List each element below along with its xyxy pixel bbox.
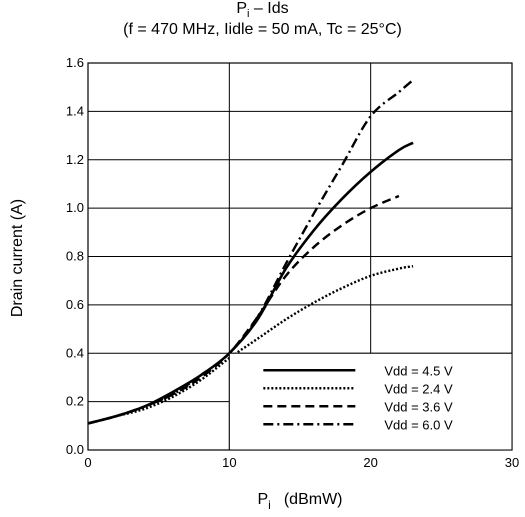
chart-title-sub: i [247,8,250,21]
y-tick-label: 0.0 [66,442,84,457]
legend: Vdd = 4.5 V Vdd = 2.4 V Vdd = 3.6 V Vdd = 6… [228,352,513,451]
series-lines [87,79,414,425]
x-tick-label: 0 [84,455,91,470]
x-tick-label: 30 [505,455,519,470]
y-tick-label: 0.8 [66,249,84,264]
x-tick-label: 20 [363,455,377,470]
y-tick-label: 0.2 [66,394,84,409]
y-tick-label: 1.4 [66,103,84,118]
y-tick-label: 0.6 [66,297,84,312]
x-axis-label-sub: i [268,498,271,512]
y-tick-label: 1.2 [66,152,84,167]
legend-box [228,352,513,451]
chart-title-rest: – Ids [249,0,289,17]
y-tick-label: 1.0 [66,200,84,215]
x-axis-label-unit: (dBmW) [284,491,343,508]
y-tick-label: 1.6 [66,55,84,70]
chart-title: Pi – Ids [0,0,525,20]
series-line-dashdot [87,79,414,425]
y-axis-label: Drain current (A) [9,199,26,317]
x-tick-label: 10 [222,455,236,470]
legend-label: Vdd = 2.4 V [384,381,453,396]
legend-label: Vdd = 4.5 V [384,363,453,378]
legend-label: Vdd = 3.6 V [384,399,453,414]
y-tick-label: 0.4 [66,345,84,360]
legend-label: Vdd = 6.0 V [384,417,453,432]
tick-labels: 0.0 0.2 0.4 0.6 0.8 1.0 1.2 1.4 1.6 0 10 20 30 [66,55,519,470]
x-axis-label: Pi (dBmW) [258,491,343,512]
chart-subtitle: (f = 470 MHz, Iidle = 50 mA, Tc = 25°C) [123,21,402,38]
series-line-dotted [87,264,414,425]
chart-title-p: P [236,0,248,17]
x-axis-label-p: P [258,491,269,508]
